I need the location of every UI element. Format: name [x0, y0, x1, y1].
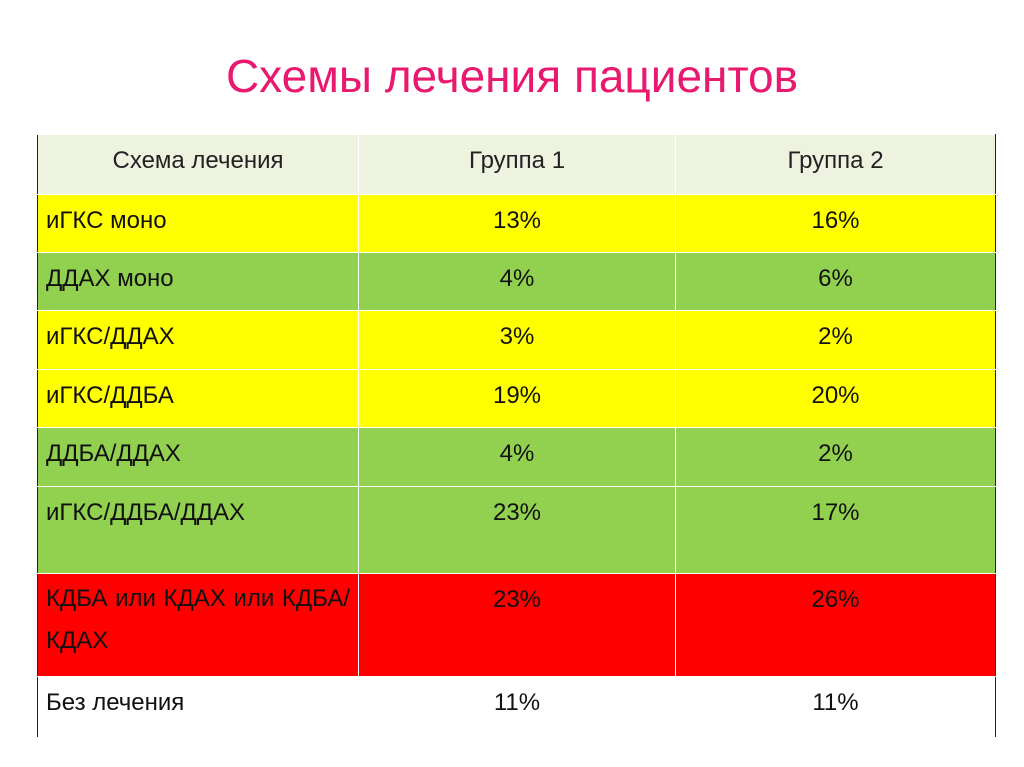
group-1-cell: 3% [358, 310, 676, 370]
group-2-cell: 11% [675, 676, 996, 738]
scheme-cell: ДДБА/ДДАХ [37, 427, 359, 487]
scheme-cell: ДДАХ моно [37, 252, 359, 311]
table-row: ДДАХ моно 4% 6% [37, 252, 996, 311]
group-2-cell: 2% [675, 427, 996, 487]
header-group-2: Группа 2 [675, 134, 996, 195]
table-row: КДБА или КДАХ или КДБА/КДАХ 23% 26% [37, 573, 996, 677]
group-1-cell: 4% [358, 252, 676, 311]
treatment-table: Схема лечения Группа 1 Группа 2 иГКС мон… [37, 134, 996, 738]
group-1-cell: 4% [358, 427, 676, 487]
group-1-cell: 13% [358, 194, 676, 253]
group-1-cell: 23% [358, 573, 676, 677]
header-scheme: Схема лечения [37, 134, 359, 195]
table-row: иГКС моно 13% 16% [37, 194, 996, 253]
group-1-cell: 11% [358, 676, 676, 738]
group-1-cell: 23% [358, 486, 676, 574]
scheme-cell: иГКС моно [37, 194, 359, 253]
header-group-1: Группа 1 [358, 134, 676, 195]
group-1-cell: 19% [358, 369, 676, 428]
group-2-cell: 20% [675, 369, 996, 428]
scheme-cell: иГКС/ДДАХ [37, 310, 359, 370]
group-2-cell: 26% [675, 573, 996, 677]
group-2-cell: 2% [675, 310, 996, 370]
group-2-cell: 6% [675, 252, 996, 311]
table-row: Без лечения 11% 11% [37, 676, 996, 738]
table-header-row: Схема лечения Группа 1 Группа 2 [37, 134, 996, 195]
group-2-cell: 16% [675, 194, 996, 253]
slide-title: Схемы лечения пациентов [225, 50, 799, 102]
table-row: ДДБА/ДДАХ 4% 2% [37, 427, 996, 487]
group-2-cell: 17% [675, 486, 996, 574]
scheme-cell: КДБА или КДАХ или КДБА/КДАХ [37, 573, 359, 677]
scheme-cell: иГКС/ДДБА/ДДАХ [37, 486, 359, 574]
scheme-cell: Без лечения [37, 676, 359, 738]
table-row: иГКС/ДДБА/ДДАХ 23% 17% [37, 486, 996, 574]
scheme-cell: иГКС/ДДБА [37, 369, 359, 428]
table-row: иГКС/ДДАХ 3% 2% [37, 310, 996, 370]
table-row: иГКС/ДДБА 19% 20% [37, 369, 996, 428]
